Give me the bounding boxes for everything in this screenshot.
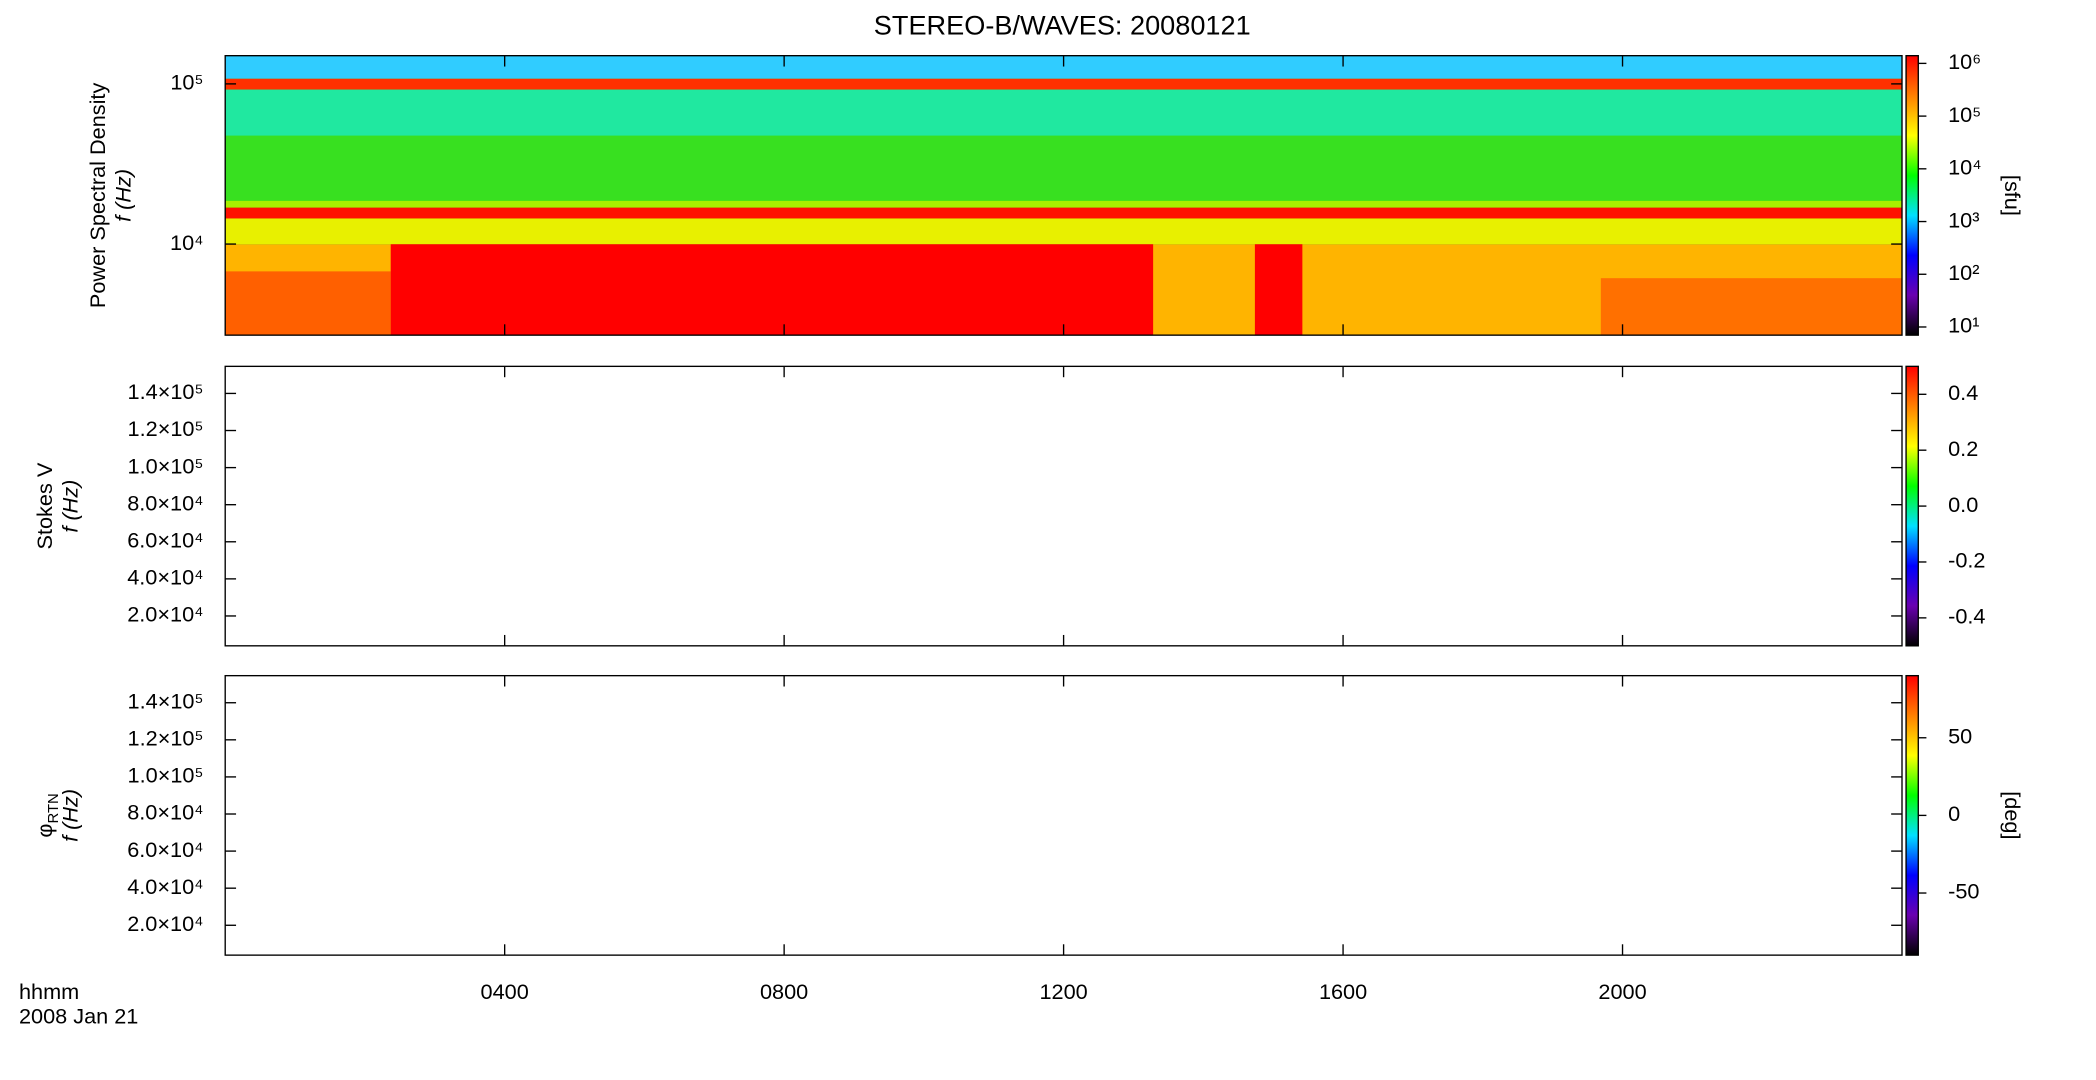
y-tick-label: 6.0×10⁴ [127,528,203,553]
y-tick-label: 1.0×10⁵ [128,453,204,478]
colorbar-tick-label: 10² [1948,260,1979,285]
colorbar-tick-label: 0.4 [1948,380,1978,405]
colorbar-tick-label: 50 [1948,724,1972,749]
x-tick-label: 2000 [1598,979,1646,1004]
x-tick-label: 0800 [760,979,808,1004]
y-tick-label: 2.0×10⁴ [127,911,203,936]
y-tick-label: 2.0×10⁴ [127,602,203,627]
y-tick-label: 1.4×10⁵ [128,688,204,713]
y-axis-label: f (Hz) [58,480,83,533]
colorbar-tick-label: 10⁶ [1948,49,1981,74]
y-axis-label: f (Hz) [111,169,136,222]
colorbar-label: [sfu] [2000,175,2025,216]
colorbar-label: [deg] [2000,791,2025,839]
y-tick-label: 10⁵ [170,70,203,95]
x-tick-label: 1600 [1319,979,1367,1004]
colorbar [1905,55,1919,336]
y-tick-label: 6.0×10⁴ [127,837,203,862]
colorbar [1905,365,1919,647]
y-tick-label: 1.2×10⁵ [128,416,204,441]
colorbar-tick-label: 10¹ [1948,313,1979,338]
colorbar-tick-label: 10⁴ [1948,155,1981,180]
date-label: 2008 Jan 21 [19,1003,138,1028]
y-axis-label: Power Spectral Density [85,83,110,309]
colorbar-tick-label: -0.4 [1948,604,1985,629]
spectrogram [225,55,1903,336]
x-tick-label: 0400 [481,979,529,1004]
y-tick-label: 1.4×10⁵ [128,379,204,404]
y-tick-label: 8.0×10⁴ [127,800,203,825]
colorbar-tick-label: -50 [1948,879,1979,904]
y-axis-label: f (Hz) [58,789,83,842]
colorbar-tick-label: 10⁵ [1948,102,1981,127]
colorbar-tick-label: -0.2 [1948,548,1985,573]
y-tick-label: 4.0×10⁴ [127,874,203,899]
colorbar-tick-label: 0 [1948,801,1960,826]
y-axis-label-main: Stokes V [32,462,57,549]
y-axis-label-main: Power Spectral Density [85,83,110,309]
plot-frame [224,365,1903,647]
y-axis-label: Stokes V [32,462,57,549]
colorbar-tick-label: 10³ [1948,207,1979,232]
chart-title: STEREO-B/WAVES: 20080121 [874,9,1251,40]
x-tick-label: 1200 [1039,979,1087,1004]
y-axis-label-sub: RTN [46,793,63,823]
y-tick-label: 10⁴ [170,230,203,255]
y-tick-label: 1.2×10⁵ [128,726,204,751]
colorbar-tick-label: 0.2 [1948,436,1978,461]
y-axis-label: φRTN [32,793,63,837]
y-axis-label-main: φ [32,824,57,838]
x-axis-label: hhmm [19,979,79,1004]
plot-frame [224,674,1903,956]
colorbar [1905,674,1919,956]
y-tick-label: 8.0×10⁴ [127,490,203,515]
y-tick-label: 4.0×10⁴ [127,565,203,590]
y-tick-label: 1.0×10⁵ [128,763,204,788]
colorbar-tick-label: 0.0 [1948,492,1978,517]
